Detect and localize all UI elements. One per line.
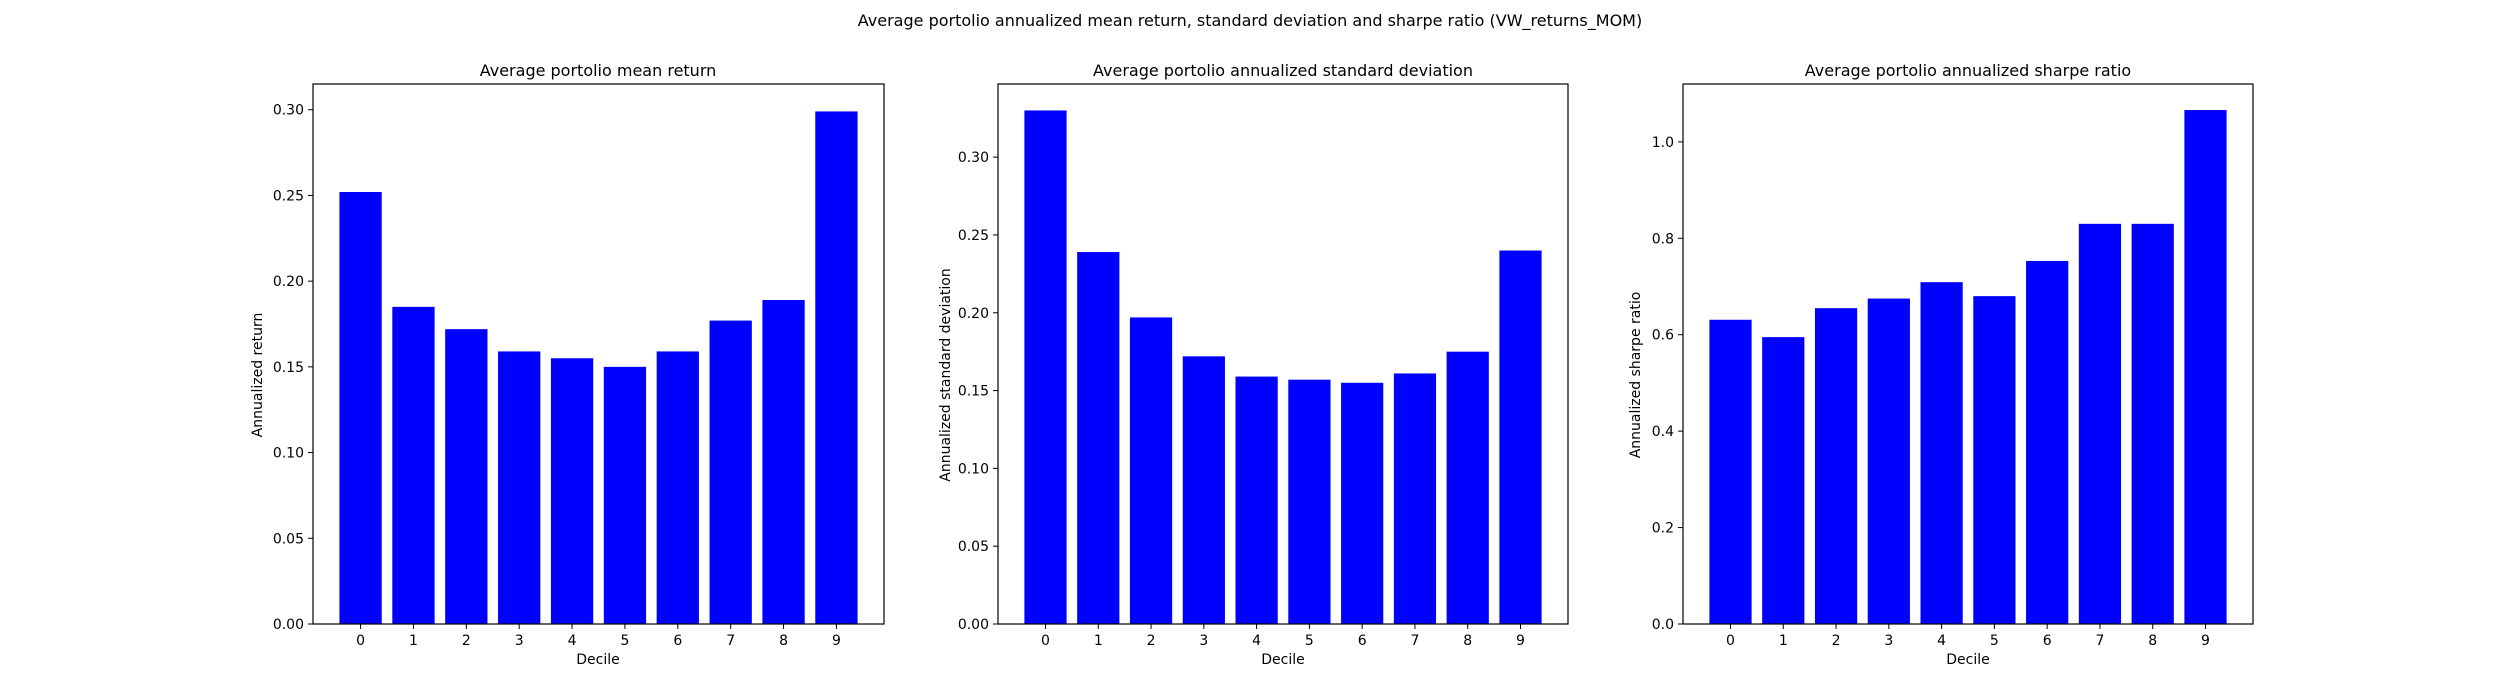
bar [445, 329, 488, 624]
bar [2131, 223, 2174, 625]
y-tick-label: 1.0 [1652, 135, 1674, 151]
bar [656, 351, 699, 624]
x-tick-label: 6 [673, 633, 682, 649]
bar [550, 358, 594, 624]
x-tick-label: 7 [2095, 633, 2104, 649]
y-axis-label: Annualized sharpe ratio [1628, 292, 1644, 459]
bar [1077, 252, 1120, 625]
x-tick-label: 0 [356, 633, 365, 649]
bar [1814, 308, 1858, 624]
x-tick-label: 5 [1305, 633, 1314, 649]
x-tick-label: 9 [2201, 633, 2210, 649]
y-tick-label: 0.15 [958, 384, 989, 400]
bar [498, 351, 541, 624]
x-tick-label: 0 [1726, 633, 1735, 649]
bar [815, 111, 858, 624]
bar [1973, 296, 2016, 624]
y-tick-label: 0.30 [958, 150, 989, 166]
x-tick-label: 1 [1779, 633, 1788, 649]
bar [603, 366, 647, 624]
bar [1341, 382, 1384, 624]
y-tick-label: 0.05 [273, 531, 304, 547]
chart-title: Average portolio annualized standard dev… [1093, 61, 1473, 80]
axes-frame [1682, 83, 2254, 625]
x-tick-label: 7 [1410, 633, 1419, 649]
y-tick-label: 0.00 [273, 617, 304, 633]
bar [1129, 317, 1173, 624]
chart-title: Average portolio mean return [480, 61, 717, 80]
y-tick-label: 0.20 [273, 274, 304, 290]
x-tick-label: 5 [1990, 633, 1999, 649]
x-tick-label: 1 [409, 633, 418, 649]
y-tick-label: 0.6 [1652, 328, 1674, 344]
bar [2184, 110, 2227, 625]
bar [709, 320, 752, 624]
x-tick-label: 2 [462, 633, 471, 649]
chart-panel-sharpe-ratio: Average portolio annualized sharpe ratio… [1628, 61, 2254, 668]
bar [339, 192, 382, 624]
x-tick-label: 4 [568, 633, 577, 649]
bar [2026, 260, 2069, 624]
bar [762, 300, 805, 624]
x-tick-label: 9 [832, 633, 841, 649]
x-tick-label: 6 [2043, 633, 2052, 649]
bar [392, 306, 435, 624]
bar [1867, 298, 1910, 624]
x-axis-label: Decile [576, 652, 619, 668]
y-tick-label: 0.2 [1652, 521, 1674, 537]
x-tick-label: 4 [1937, 633, 1946, 649]
y-tick-label: 0.4 [1652, 424, 1674, 440]
x-tick-label: 4 [1252, 633, 1261, 649]
y-tick-label: 0.8 [1652, 231, 1674, 247]
y-tick-label: 0.20 [958, 306, 989, 322]
y-tick-label: 0.10 [273, 446, 304, 462]
x-tick-label: 5 [620, 633, 629, 649]
y-tick-label: 0.05 [958, 539, 989, 555]
x-tick-label: 8 [2148, 633, 2157, 649]
bar [1024, 110, 1067, 625]
x-tick-label: 0 [1041, 633, 1050, 649]
bar [1709, 319, 1752, 624]
y-tick-label: 0.00 [958, 617, 989, 633]
bar [1920, 282, 1963, 624]
x-tick-label: 6 [1358, 633, 1367, 649]
chart-panel-standard-deviation: Average portolio annualized standard dev… [938, 61, 1569, 668]
bar [1446, 351, 1489, 624]
x-tick-label: 7 [726, 633, 735, 649]
axes-frame [312, 83, 885, 625]
y-axis-label: Annualized return [250, 313, 266, 438]
bar [1182, 356, 1225, 624]
x-axis-label: Decile [1946, 652, 1989, 668]
x-tick-label: 8 [1463, 633, 1472, 649]
bar [1499, 250, 1542, 624]
x-axis-label: Decile [1261, 652, 1304, 668]
bar [2078, 223, 2122, 625]
y-tick-label: 0.25 [958, 228, 989, 244]
chart-title: Average portolio annualized sharpe ratio [1805, 61, 2131, 80]
x-tick-label: 3 [1199, 633, 1208, 649]
bar [1393, 373, 1437, 624]
x-tick-label: 9 [1516, 633, 1525, 649]
x-tick-label: 2 [1147, 633, 1156, 649]
bar [1762, 337, 1805, 624]
y-tick-label: 0.0 [1652, 617, 1674, 633]
x-tick-label: 3 [515, 633, 524, 649]
axes-frame [997, 83, 1569, 625]
x-tick-label: 2 [1832, 633, 1841, 649]
y-axis-label: Annualized standard deviation [938, 268, 954, 481]
x-tick-label: 3 [1884, 633, 1893, 649]
bar [1235, 376, 1278, 624]
y-tick-label: 0.30 [273, 103, 304, 119]
figure-suptitle: Average portolio annualized mean return,… [858, 11, 1642, 31]
y-tick-label: 0.15 [273, 360, 304, 376]
chart-panel-mean-return: Average portolio mean return Decile Annu… [250, 61, 885, 668]
y-tick-label: 0.25 [273, 188, 304, 204]
y-tick-label: 0.10 [958, 461, 989, 477]
x-tick-label: 1 [1094, 633, 1103, 649]
bar [1288, 379, 1331, 624]
x-tick-label: 8 [779, 633, 788, 649]
